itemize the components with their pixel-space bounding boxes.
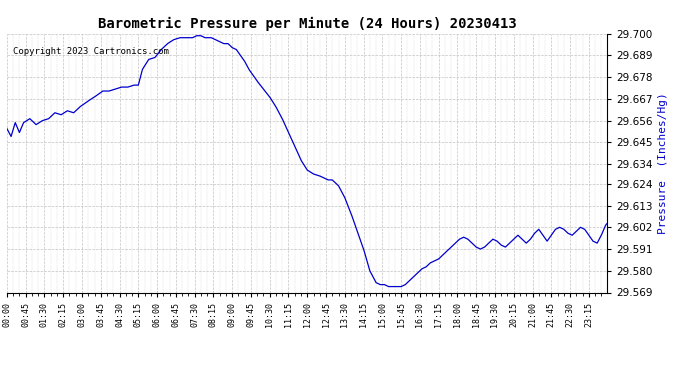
- Y-axis label: Pressure  (Inches/Hg): Pressure (Inches/Hg): [658, 92, 669, 234]
- Title: Barometric Pressure per Minute (24 Hours) 20230413: Barometric Pressure per Minute (24 Hours…: [98, 17, 516, 31]
- Text: Copyright 2023 Cartronics.com: Copyright 2023 Cartronics.com: [13, 47, 169, 56]
